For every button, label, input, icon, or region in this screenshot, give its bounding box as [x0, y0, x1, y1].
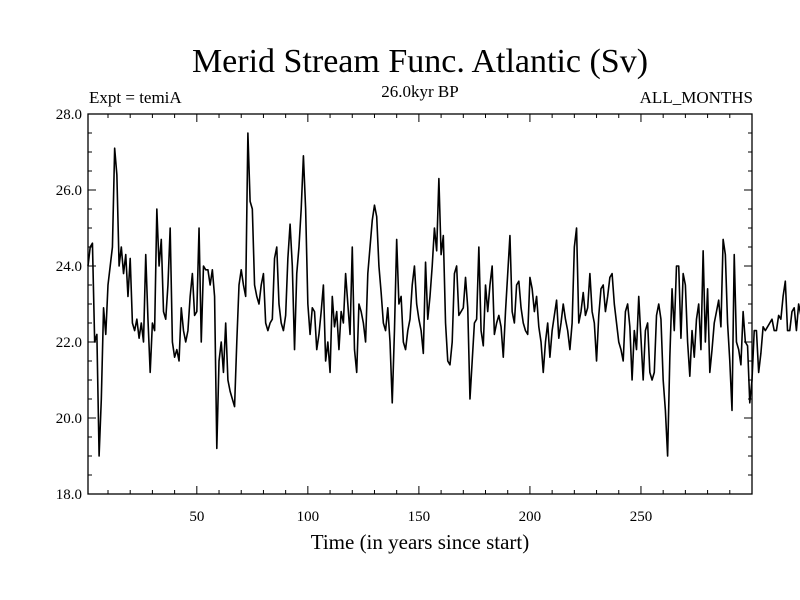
chart-title: Merid Stream Func. Atlantic (Sv) [192, 43, 648, 80]
period-label: 26.0kyr BP [381, 82, 458, 101]
y-tick-label: 24.0 [56, 259, 82, 275]
y-tick-label: 18.0 [56, 487, 82, 503]
y-tick-label: 20.0 [56, 411, 82, 427]
tick-labels: 50 100 150 200 250 18.0 20.0 22.0 24.0 26.0 28.0 [56, 107, 652, 525]
plot-frame [87, 113, 753, 495]
x-tick-label: 50 [189, 509, 204, 525]
months-label: ALL_MONTHS [640, 88, 753, 107]
x-tick-label: 100 [297, 509, 320, 525]
x-tick-label: 250 [630, 509, 653, 525]
x-tick-label: 150 [408, 509, 431, 525]
y-tick-label: 22.0 [56, 335, 82, 351]
y-tick-label: 26.0 [56, 183, 82, 199]
experiment-label: Expt = temiA [89, 88, 182, 107]
x-tick-label: 200 [519, 509, 542, 525]
y-tick-label: 28.0 [56, 107, 82, 123]
series-line [87, 132, 800, 457]
axis-ticks [88, 113, 752, 495]
x-axis-label: Time (in years since start) [311, 530, 530, 554]
